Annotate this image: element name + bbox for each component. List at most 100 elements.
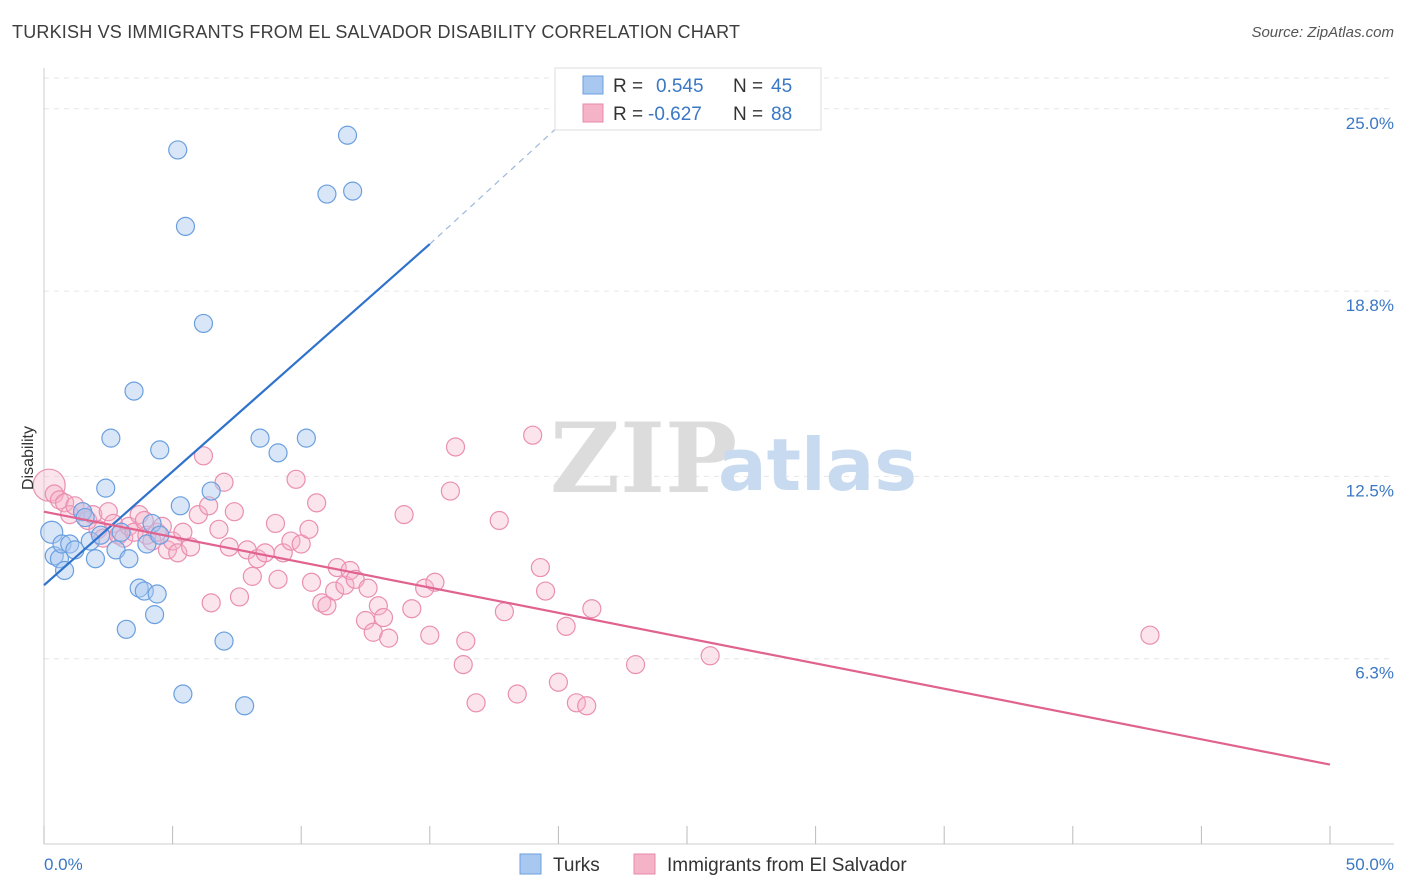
data-point [147, 584, 167, 604]
data-point [402, 599, 422, 619]
data-point [168, 140, 188, 160]
data-point [144, 605, 165, 625]
data-point [60, 534, 80, 554]
data-point [96, 478, 116, 498]
data-point [523, 425, 543, 445]
data-point [129, 578, 149, 598]
data-point [242, 566, 262, 586]
data-point [286, 469, 306, 489]
data-point [301, 572, 322, 592]
data-point [535, 581, 556, 601]
legend-r-label: R = [613, 104, 643, 125]
data-point [530, 557, 550, 578]
data-point [489, 510, 509, 531]
x-tick-max: 50.0% [1346, 855, 1394, 874]
y-axis-label: Disability [20, 426, 37, 490]
data-point [173, 684, 193, 704]
legend-box: R = 0.545 N = 45 R = -0.627 N = 88 [554, 67, 822, 131]
data-point [368, 596, 388, 616]
data-point [577, 696, 597, 716]
legend-r-value: 0.545 [656, 76, 704, 97]
y-tick-label: 12.5% [1346, 481, 1394, 500]
data-point [124, 381, 144, 401]
data-point [193, 313, 214, 334]
data-point [456, 631, 476, 651]
data-point [373, 607, 394, 628]
data-point [101, 428, 121, 448]
data-point [325, 581, 345, 601]
trend-line [43, 243, 431, 587]
data-point [299, 519, 319, 539]
legend-swatch-turks [582, 75, 604, 95]
salvador-points [32, 425, 1160, 716]
data-point [201, 481, 221, 501]
data-point [625, 655, 646, 675]
data-point [116, 619, 136, 639]
data-point [119, 549, 139, 569]
y-tick-label: 25.0% [1346, 114, 1394, 133]
data-point [193, 446, 214, 466]
data-point [268, 443, 288, 463]
bottom-legend: Turks Immigrants from El Salvador [519, 853, 907, 876]
x-tick-min: 0.0% [44, 855, 83, 874]
bottom-legend-label-turks: Turks [553, 855, 600, 876]
data-point [507, 684, 527, 704]
data-point [40, 520, 64, 544]
trend-line [43, 510, 1331, 766]
data-point [335, 575, 355, 595]
chart-title: TURKISH VS IMMIGRANTS FROM EL SALVADOR D… [12, 22, 741, 42]
data-point [420, 625, 440, 645]
legend-n-label: N = [733, 104, 763, 125]
legend-n-label: N = [733, 76, 763, 97]
data-point [199, 496, 219, 516]
y-tick-labels: 6.3% 12.5% 18.8% 25.0% [1346, 114, 1394, 683]
data-point [265, 513, 286, 534]
source-label: Source: ZipAtlas.com [1251, 24, 1394, 41]
trend-lines [43, 114, 1331, 766]
data-point [307, 493, 327, 513]
data-point [209, 519, 229, 539]
data-point [494, 602, 514, 622]
data-point [134, 510, 154, 531]
watermark: ZIP atlas [550, 402, 917, 515]
data-point [175, 216, 196, 236]
data-point [343, 181, 363, 201]
legend-r-label: R = [613, 76, 643, 97]
data-point [85, 549, 106, 569]
data-point [170, 496, 190, 516]
turks-points [40, 125, 363, 716]
watermark-atlas: atlas [718, 423, 917, 507]
data-point [229, 587, 250, 607]
data-point [445, 437, 466, 457]
y-tick-label: 18.8% [1346, 296, 1394, 315]
data-point [1140, 625, 1160, 645]
data-point [466, 693, 486, 713]
data-point [358, 578, 378, 598]
trend-line-extension [429, 114, 572, 245]
data-point [150, 440, 170, 460]
legend-swatch-salvador [582, 103, 604, 123]
data-point [214, 631, 234, 651]
data-point [80, 531, 100, 551]
data-point [268, 569, 288, 589]
watermark-zip: ZIP [550, 402, 737, 515]
data-point [337, 125, 358, 145]
bottom-legend-label-salvador: Immigrants from El Salvador [667, 855, 907, 876]
data-point [317, 184, 337, 204]
data-point [548, 672, 569, 692]
data-point [556, 616, 576, 636]
data-point [700, 646, 720, 666]
data-point [582, 599, 602, 619]
data-point [44, 546, 64, 566]
data-point [54, 560, 75, 581]
legend-r-value: -0.627 [648, 104, 702, 125]
bottom-legend-swatch-salvador [633, 853, 656, 875]
data-point [98, 502, 118, 522]
axes [43, 68, 1394, 845]
data-point [235, 696, 255, 716]
legend-n-value: 45 [771, 76, 792, 97]
data-point [201, 593, 221, 613]
legend-n-value: 88 [771, 104, 792, 125]
data-point [440, 481, 460, 501]
